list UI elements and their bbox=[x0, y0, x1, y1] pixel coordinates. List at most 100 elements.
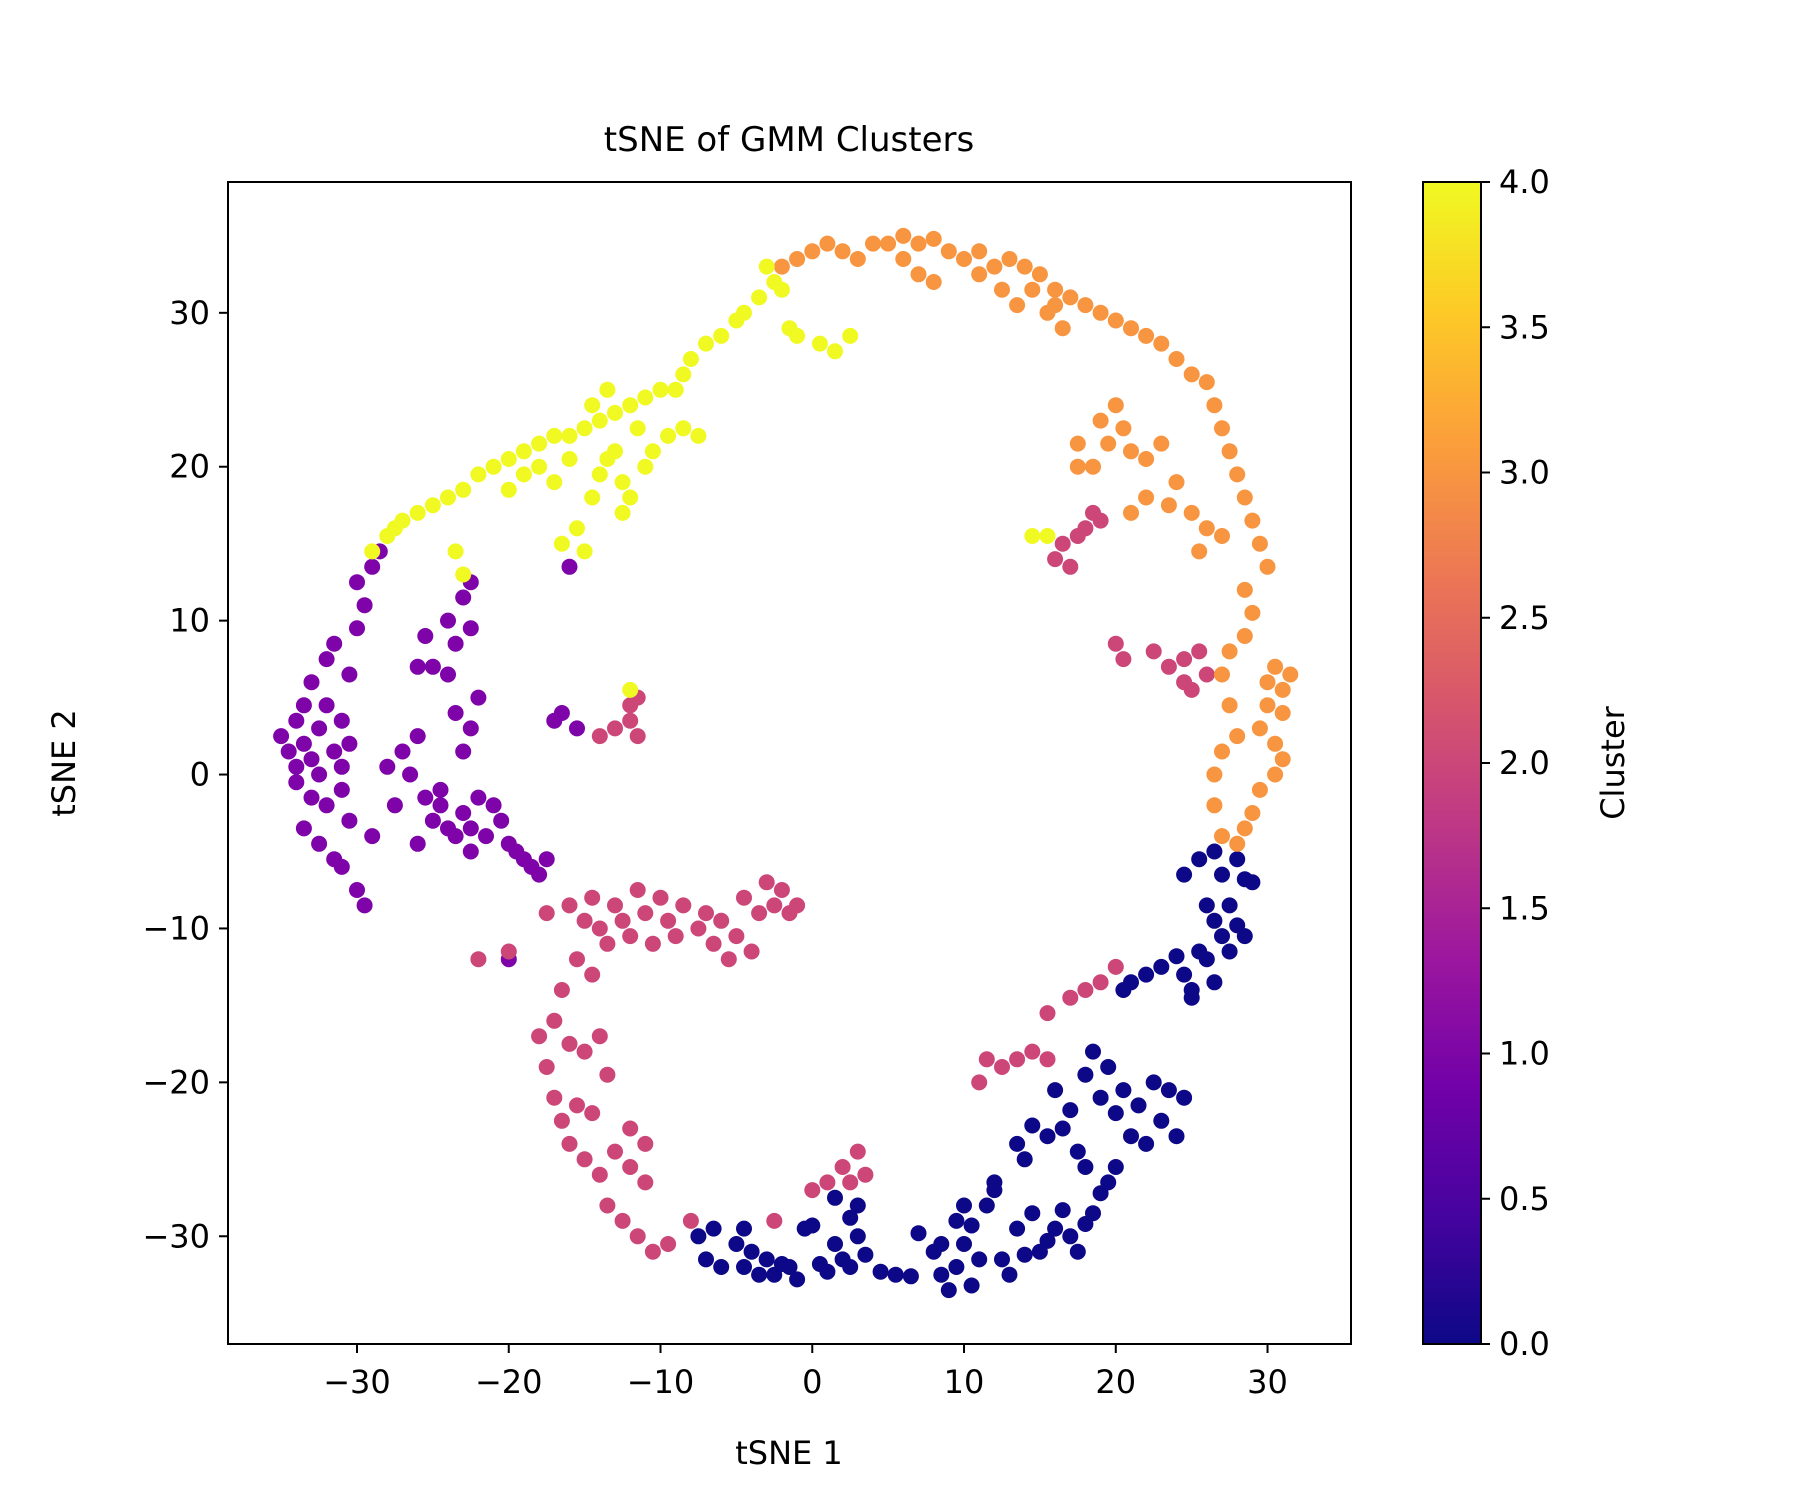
point-cluster-4-9 bbox=[675, 366, 692, 383]
point-cluster-1-7 bbox=[303, 674, 320, 691]
point-cluster-4-25 bbox=[440, 489, 456, 506]
point-cluster-0-79 bbox=[827, 1189, 843, 1206]
point-cluster-2-38 bbox=[531, 1028, 548, 1045]
point-cluster-0-27 bbox=[933, 1266, 950, 1283]
point-cluster-4-2 bbox=[773, 281, 790, 298]
point-cluster-2-55 bbox=[584, 1105, 601, 1122]
point-cluster-1-18 bbox=[349, 620, 365, 637]
point-cluster-2-67 bbox=[842, 1174, 859, 1191]
point-cluster-2-37 bbox=[599, 1066, 616, 1083]
point-cluster-2-80 bbox=[1077, 982, 1094, 998]
point-cluster-4-61 bbox=[546, 474, 563, 491]
point-cluster-2-93 bbox=[1054, 535, 1071, 552]
point-cluster-3-39 bbox=[1236, 628, 1253, 644]
scatter-points bbox=[273, 227, 1299, 1299]
point-cluster-3-70 bbox=[1153, 435, 1170, 452]
point-cluster-1-19 bbox=[349, 574, 365, 591]
point-cluster-4-40 bbox=[607, 443, 623, 460]
point-cluster-0-11 bbox=[781, 1259, 798, 1275]
point-cluster-0-99 bbox=[1191, 851, 1208, 868]
point-cluster-0-4 bbox=[728, 1236, 745, 1252]
point-cluster-2-7 bbox=[614, 912, 631, 929]
point-cluster-2-78 bbox=[1039, 1005, 1056, 1022]
point-cluster-4-10 bbox=[667, 381, 684, 398]
point-cluster-0-63 bbox=[1107, 1105, 1124, 1122]
point-cluster-2-53 bbox=[682, 1212, 699, 1229]
point-cluster-2-96 bbox=[1077, 520, 1094, 537]
point-cluster-4-5 bbox=[728, 312, 745, 329]
point-cluster-3-49 bbox=[1267, 735, 1284, 752]
point-cluster-0-16 bbox=[827, 1236, 843, 1252]
point-cluster-1-13 bbox=[326, 635, 343, 652]
point-cluster-4-47 bbox=[690, 427, 707, 444]
point-cluster-4-51 bbox=[789, 327, 806, 344]
point-cluster-3-55 bbox=[1229, 835, 1246, 852]
point-cluster-2-71 bbox=[766, 1212, 783, 1229]
point-cluster-0-85 bbox=[1168, 948, 1185, 965]
point-cluster-0-98 bbox=[1176, 866, 1193, 883]
point-cluster-3-33 bbox=[1236, 489, 1253, 506]
point-cluster-3-78 bbox=[1191, 543, 1208, 560]
point-cluster-0-36 bbox=[994, 1251, 1010, 1268]
point-cluster-2-51 bbox=[644, 1243, 661, 1260]
point-cluster-0-50 bbox=[1077, 1159, 1094, 1175]
point-cluster-2-79 bbox=[1062, 989, 1079, 1006]
point-cluster-2-77 bbox=[978, 1051, 995, 1068]
point-cluster-0-56 bbox=[1009, 1135, 1026, 1152]
point-cluster-4-26 bbox=[424, 497, 441, 514]
point-cluster-0-83 bbox=[1138, 966, 1155, 983]
point-cluster-0-6 bbox=[743, 1243, 760, 1260]
point-cluster-3-87 bbox=[895, 251, 912, 267]
point-cluster-0-57 bbox=[1047, 1082, 1064, 1099]
colorbar bbox=[1422, 181, 1482, 1345]
point-cluster-0-54 bbox=[1024, 1117, 1041, 1134]
point-cluster-4-36 bbox=[576, 543, 593, 560]
point-cluster-3-12 bbox=[956, 251, 972, 267]
point-cluster-0-60 bbox=[1085, 1043, 1101, 1060]
point-cluster-3-76 bbox=[1198, 520, 1215, 537]
point-cluster-2-26 bbox=[766, 897, 783, 914]
point-cluster-0-55 bbox=[1016, 1151, 1033, 1168]
point-cluster-2-56 bbox=[622, 1120, 639, 1137]
point-cluster-1-61 bbox=[462, 720, 479, 737]
point-cluster-0-78 bbox=[933, 1236, 950, 1252]
point-cluster-0-33 bbox=[971, 1251, 988, 1268]
point-cluster-4-15 bbox=[591, 412, 608, 429]
point-cluster-2-52 bbox=[660, 1236, 677, 1252]
x-axis: −30 −20 −10 0 10 20 30 bbox=[323, 1344, 1288, 1401]
point-cluster-2-74 bbox=[1024, 1043, 1041, 1060]
point-cluster-0-20 bbox=[857, 1246, 874, 1263]
point-cluster-4-21 bbox=[500, 451, 517, 467]
point-cluster-0-58 bbox=[1062, 1102, 1079, 1119]
point-cluster-1-58 bbox=[462, 843, 479, 860]
point-cluster-1-39 bbox=[417, 789, 434, 806]
point-cluster-2-3 bbox=[584, 889, 601, 906]
point-cluster-4-18 bbox=[546, 427, 563, 444]
point-cluster-4-52 bbox=[811, 335, 828, 352]
point-cluster-2-76 bbox=[971, 1074, 988, 1091]
point-cluster-2-44 bbox=[591, 1166, 608, 1183]
point-cluster-1-24 bbox=[303, 789, 320, 806]
point-cluster-0-22 bbox=[872, 1263, 889, 1280]
colorbar-label: Cluster bbox=[1594, 705, 1632, 819]
point-cluster-4-6 bbox=[713, 327, 730, 344]
point-cluster-3-0 bbox=[773, 258, 790, 275]
point-cluster-3-79 bbox=[1069, 458, 1086, 475]
point-cluster-0-93 bbox=[1221, 897, 1238, 914]
point-cluster-1-14 bbox=[333, 712, 350, 729]
point-cluster-4-56 bbox=[1024, 528, 1041, 544]
point-cluster-0-89 bbox=[1206, 974, 1223, 991]
point-cluster-0-96 bbox=[1221, 943, 1238, 960]
point-cluster-2-43 bbox=[576, 1151, 593, 1168]
point-cluster-3-50 bbox=[1274, 751, 1291, 768]
point-cluster-3-52 bbox=[1251, 781, 1268, 798]
point-cluster-4-58 bbox=[500, 481, 517, 498]
point-cluster-0-102 bbox=[1229, 851, 1246, 868]
point-cluster-1-31 bbox=[356, 897, 373, 914]
point-cluster-1-67 bbox=[440, 612, 456, 629]
point-cluster-1-62 bbox=[470, 689, 487, 706]
point-cluster-4-3 bbox=[751, 289, 768, 306]
point-cluster-1-0 bbox=[273, 728, 290, 745]
point-cluster-0-3 bbox=[713, 1259, 730, 1275]
point-cluster-0-25 bbox=[910, 1225, 927, 1242]
